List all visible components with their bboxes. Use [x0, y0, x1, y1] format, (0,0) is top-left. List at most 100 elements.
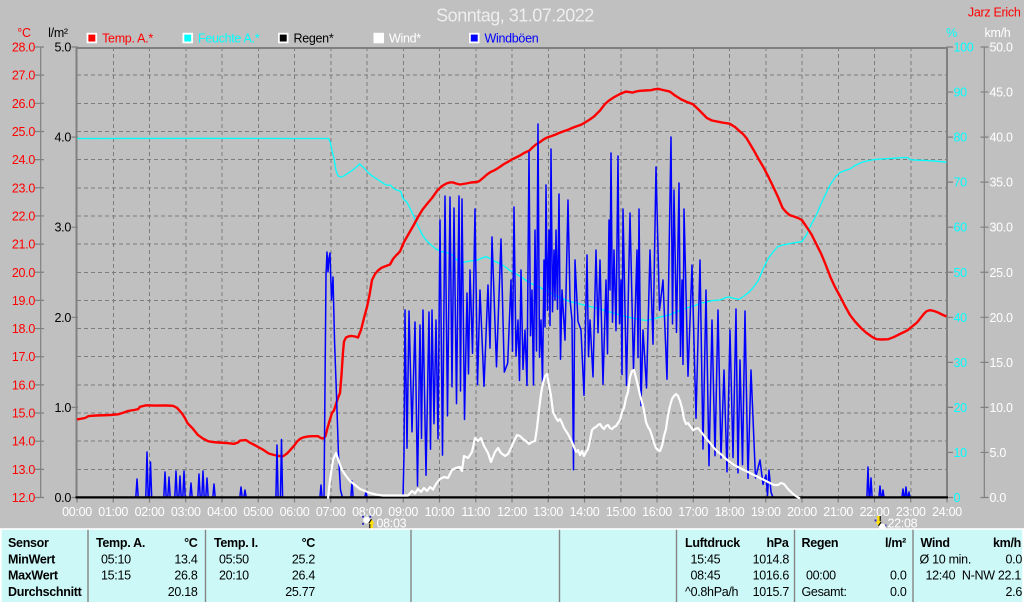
svg-text:40.0: 40.0: [990, 131, 1013, 145]
svg-text:20.0: 20.0: [990, 311, 1013, 325]
svg-text:28.0: 28.0: [12, 41, 35, 55]
svg-text:^0.8hPa/h: ^0.8hPa/h: [685, 585, 739, 599]
svg-text:70: 70: [954, 176, 968, 190]
svg-text:22.0: 22.0: [12, 209, 35, 223]
svg-text:12:00: 12:00: [497, 505, 527, 519]
svg-text:MaxWert: MaxWert: [8, 569, 59, 583]
svg-text:20: 20: [954, 401, 968, 415]
svg-text:24.0: 24.0: [12, 153, 35, 167]
svg-text:°C: °C: [184, 536, 198, 550]
svg-text:2.6: 2.6: [1006, 585, 1023, 599]
svg-text:km/h: km/h: [985, 26, 1011, 40]
svg-text:16:00: 16:00: [642, 505, 672, 519]
svg-text:10:00: 10:00: [425, 505, 455, 519]
svg-text:13.0: 13.0: [12, 463, 35, 477]
svg-text:20:00: 20:00: [787, 505, 817, 519]
svg-text:25.2: 25.2: [292, 552, 315, 566]
svg-text:18:00: 18:00: [715, 505, 745, 519]
svg-text:15.0: 15.0: [12, 407, 35, 421]
svg-text:Regen*: Regen*: [294, 31, 334, 45]
svg-text:21:00: 21:00: [823, 505, 853, 519]
svg-text:25.77: 25.77: [285, 585, 315, 599]
svg-text:Ø 10 min.: Ø 10 min.: [920, 552, 972, 566]
svg-text:50: 50: [954, 266, 968, 280]
svg-text:0.0: 0.0: [990, 491, 1007, 505]
svg-text:Wind: Wind: [921, 536, 950, 550]
svg-text:08:03: 08:03: [377, 517, 407, 531]
svg-text:35.0: 35.0: [990, 176, 1013, 190]
svg-text:90: 90: [954, 86, 968, 100]
svg-text:16.0: 16.0: [12, 378, 35, 392]
svg-text:26.0: 26.0: [12, 97, 35, 111]
svg-text:1014.8: 1014.8: [753, 552, 790, 566]
svg-text:00:00: 00:00: [62, 505, 92, 519]
svg-text:08:00: 08:00: [352, 505, 382, 519]
svg-text:30: 30: [954, 356, 968, 370]
svg-text:21.0: 21.0: [12, 238, 35, 252]
svg-text:Feuchte A.*: Feuchte A.*: [198, 31, 260, 45]
svg-text:MinWert: MinWert: [8, 552, 56, 566]
svg-text:25.0: 25.0: [12, 125, 35, 139]
svg-text:22:08: 22:08: [888, 517, 918, 531]
svg-text:13.4: 13.4: [174, 552, 197, 566]
svg-text:17:00: 17:00: [678, 505, 708, 519]
svg-text:27.0: 27.0: [12, 69, 35, 83]
svg-text:km/h: km/h: [993, 536, 1021, 550]
svg-text:13:00: 13:00: [533, 505, 563, 519]
svg-text:10: 10: [954, 446, 968, 460]
svg-text:02:00: 02:00: [135, 505, 165, 519]
svg-text:15.0: 15.0: [990, 356, 1013, 370]
svg-text:°C: °C: [17, 26, 31, 40]
svg-text:19.0: 19.0: [12, 294, 35, 308]
svg-text:Regen: Regen: [802, 536, 839, 550]
svg-text:12.0: 12.0: [12, 491, 35, 505]
svg-text:2.0: 2.0: [55, 311, 72, 325]
svg-text:07:00: 07:00: [316, 505, 346, 519]
svg-text:Temp. A.: Temp. A.: [96, 536, 145, 550]
svg-text:0.0: 0.0: [890, 569, 907, 583]
svg-text:05:50: 05:50: [219, 552, 249, 566]
svg-text:3.0: 3.0: [55, 221, 72, 235]
svg-text:1.0: 1.0: [55, 401, 72, 415]
svg-text:5.0: 5.0: [990, 446, 1007, 460]
svg-text:100: 100: [954, 41, 974, 55]
svg-text:Temp. A.*: Temp. A.*: [102, 31, 153, 45]
svg-text:14:00: 14:00: [570, 505, 600, 519]
svg-text:0.0: 0.0: [1006, 552, 1023, 566]
svg-text:09:00: 09:00: [388, 505, 418, 519]
svg-text:0: 0: [954, 491, 961, 505]
svg-text:22:00: 22:00: [860, 505, 890, 519]
svg-text:20:10: 20:10: [219, 569, 249, 583]
svg-text:30.0: 30.0: [990, 221, 1013, 235]
svg-text:0.0: 0.0: [890, 585, 907, 599]
svg-text:23:00: 23:00: [896, 505, 926, 519]
svg-text:15:45: 15:45: [691, 552, 721, 566]
svg-text:20.18: 20.18: [168, 585, 198, 599]
svg-text:08:45: 08:45: [691, 569, 721, 583]
svg-text:50.0: 50.0: [990, 41, 1013, 55]
svg-text:19:00: 19:00: [751, 505, 781, 519]
svg-text:Sonntag, 31.07.2022: Sonntag, 31.07.2022: [436, 6, 594, 26]
svg-text:Wind*: Wind*: [389, 31, 421, 45]
svg-text:l/m²: l/m²: [48, 26, 68, 40]
svg-text:°C: °C: [302, 536, 316, 550]
svg-text:17.0: 17.0: [12, 350, 35, 364]
svg-text:04:00: 04:00: [207, 505, 237, 519]
svg-text:10.0: 10.0: [990, 401, 1013, 415]
svg-text:00:00: 00:00: [806, 569, 836, 583]
svg-text:20.0: 20.0: [12, 266, 35, 280]
svg-text:45.0: 45.0: [990, 86, 1013, 100]
svg-text:26.8: 26.8: [174, 569, 197, 583]
svg-text:12:40: 12:40: [926, 569, 956, 583]
svg-text:14.0: 14.0: [12, 435, 35, 449]
svg-text:24:00: 24:00: [932, 505, 962, 519]
svg-text:15:00: 15:00: [606, 505, 636, 519]
svg-text:01:00: 01:00: [98, 505, 128, 519]
svg-text:25.0: 25.0: [990, 266, 1013, 280]
svg-text:Durchschnitt: Durchschnitt: [8, 585, 83, 599]
svg-text:hPa: hPa: [766, 536, 789, 550]
svg-text:N-NW 22.1: N-NW 22.1: [962, 569, 1021, 583]
svg-text:Sensor: Sensor: [8, 536, 49, 550]
svg-text:26.4: 26.4: [292, 569, 315, 583]
svg-text:l/m²: l/m²: [885, 536, 906, 550]
